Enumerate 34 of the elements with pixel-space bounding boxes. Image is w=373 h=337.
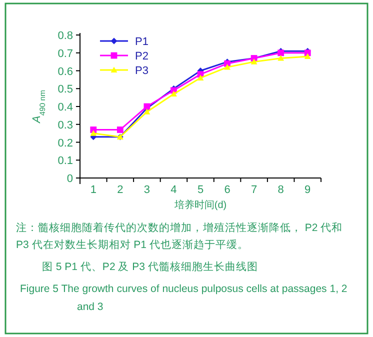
x-tick-label: 4 [170,184,177,196]
caption: 图 5 P1 代、P2 及 P3 代髓核细胞生长曲线图 [42,260,258,273]
point [224,64,230,70]
point [250,58,258,64]
x-tick-label: 7 [250,184,258,196]
x-tick-label: 1 [90,184,96,196]
x-tick-label: 9 [304,184,311,196]
y-tick-label: 0 [66,173,73,185]
y-tick-label: 0.2 [58,137,73,150]
legend-label: P1 [135,36,148,48]
point [170,90,177,97]
point [90,130,97,136]
text: 注：髓核细胞随着传代的次数的增加，增殖活性逐渐降低， P2 代和 P3 代在对数生长期相对 P1 代也逐渐趋于平缓。 [16,221,343,251]
x-tick-label: 6 [224,184,230,196]
y-tick-label: 0.3 [58,119,73,132]
y-tick-label: 0.4 [58,102,73,114]
x-tick-label: 3 [144,184,150,196]
y-tick-label: 0.6 [58,66,73,78]
x-tick-label: 2 [117,184,124,196]
x-tick-label: 8 [278,184,284,196]
caption: Figure 5 The growth curves of nucleus pulposus cells at passages 1, 2 and 3 [20,283,348,313]
x-tick-label: 5 [197,184,204,196]
legend-label: P2 [135,50,148,62]
y-tick-label: 0.1 [58,155,73,168]
x-axis-title: 培养时间(d) [173,199,227,211]
point [116,126,124,133]
y-tick-label: 0.5 [58,84,73,96]
point [144,108,150,114]
legend-label: P3 [135,65,148,77]
point [197,74,204,80]
point [304,53,311,60]
y-tick-label: 0.7 [58,48,73,60]
y-tick-label: 0.8 [58,30,73,42]
point [278,55,284,61]
